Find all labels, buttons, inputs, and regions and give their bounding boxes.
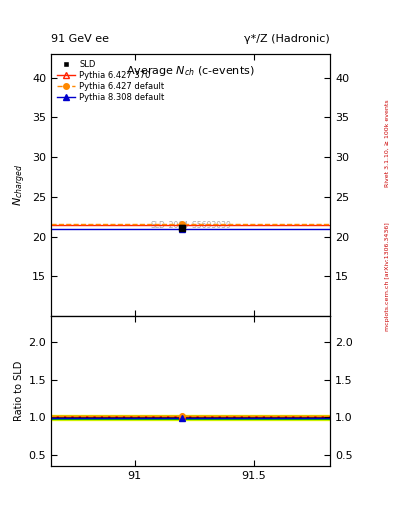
- Bar: [51, 415, 330, 420]
- Legend: SLD, Pythia 6.427 370, Pythia 6.427 default, Pythia 8.308 default: SLD, Pythia 6.427 370, Pythia 6.427 defa…: [55, 58, 166, 103]
- Text: Average $N_{ch}$ (c-events): Average $N_{ch}$ (c-events): [126, 64, 255, 78]
- Y-axis label: Ratio to SLD: Ratio to SLD: [14, 361, 24, 421]
- Text: Rivet 3.1.10, ≥ 100k events: Rivet 3.1.10, ≥ 100k events: [385, 99, 389, 187]
- Text: γ*/Z (Hadronic): γ*/Z (Hadronic): [244, 33, 330, 44]
- Text: mcplots.cern.ch [arXiv:1306.3436]: mcplots.cern.ch [arXiv:1306.3436]: [385, 222, 389, 331]
- Text: 91 GeV ee: 91 GeV ee: [51, 33, 109, 44]
- Bar: [51, 416, 330, 418]
- Text: SLD_2004_S5693039: SLD_2004_S5693039: [150, 220, 231, 229]
- Y-axis label: $N_{charged}$: $N_{charged}$: [11, 164, 28, 206]
